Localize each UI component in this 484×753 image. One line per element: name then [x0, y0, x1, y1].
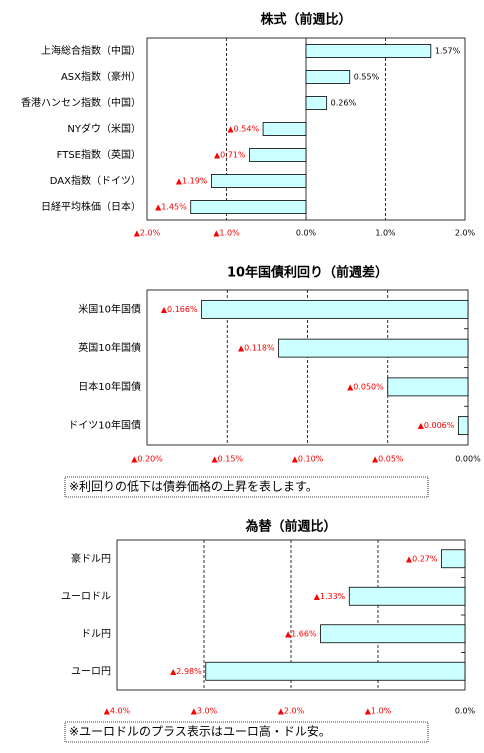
value-label: 0.26%: [331, 99, 357, 108]
bar: [205, 661, 466, 681]
value-label: ▲0.27%: [406, 554, 438, 563]
bar: [305, 70, 351, 84]
bar: [210, 174, 307, 188]
value-label: ▲1.33%: [314, 592, 346, 601]
x-tick-label: ▲1.0%: [365, 707, 392, 716]
category-label: ユーロドル: [61, 591, 111, 602]
note: ※ユーロドルのプラス表示はユーロ高・ドル安。: [69, 724, 331, 739]
x-tick-label: ▲3.0%: [191, 707, 218, 716]
category-label: ドル円: [81, 629, 111, 640]
value-label: ▲0.166%: [161, 305, 198, 314]
bar: [278, 338, 469, 358]
category-label: ユーロ円: [71, 666, 111, 677]
x-tick-label: ▲0.05%: [372, 455, 404, 464]
x-tick-label: ▲0.15%: [211, 455, 243, 464]
bar: [387, 377, 469, 397]
x-tick-label: 0.0%: [455, 707, 476, 716]
x-tick-label: 0.0%: [296, 229, 317, 238]
value-label: ▲2.98%: [170, 667, 202, 676]
value-label: ▲0.54%: [227, 125, 259, 134]
value-label: ▲1.19%: [176, 177, 208, 186]
bar: [190, 200, 307, 214]
value-label: ▲0.050%: [347, 382, 384, 391]
note-box: [64, 476, 429, 498]
bar: [441, 549, 466, 569]
bar: [305, 96, 328, 110]
note-box: [64, 721, 429, 743]
x-tick-label: 1.0%: [375, 229, 396, 238]
bar: [457, 416, 469, 436]
category-label: DAX指数（ドイツ）: [50, 174, 141, 187]
category-label: FTSE指数（英国）: [57, 148, 141, 161]
value-label: ▲1.45%: [155, 203, 187, 212]
value-label: ▲0.71%: [214, 151, 246, 160]
chart-title: 10年国債利回り（前週差）: [227, 265, 388, 281]
category-label: 日経平均株価（日本）: [41, 200, 141, 213]
x-tick-label: ▲1.0%: [213, 229, 240, 238]
category-label: 豪ドル円: [71, 552, 111, 565]
x-tick-label: 0.00%: [455, 455, 481, 464]
x-tick-label: 2.0%: [455, 229, 476, 238]
x-tick-label: ▲2.0%: [134, 229, 161, 238]
category-label: 米国10年国債: [78, 302, 141, 315]
value-label: 0.55%: [354, 73, 380, 82]
value-label: ▲1.66%: [285, 629, 317, 638]
bar: [262, 122, 307, 136]
x-tick-label: ▲0.10%: [292, 455, 324, 464]
value-label: ▲0.118%: [238, 344, 275, 353]
category-label: 香港ハンセン指数（中国）: [21, 96, 141, 109]
chart-title: 為替（前週比）: [245, 519, 336, 535]
chart-title: 株式（前週比）: [260, 12, 351, 28]
bar: [201, 299, 469, 319]
bar: [249, 148, 307, 162]
value-label: 1.57%: [435, 47, 461, 56]
bar: [305, 44, 432, 58]
category-label: ドイツ10年国債: [68, 419, 141, 432]
x-tick-label: ▲0.20%: [131, 455, 163, 464]
category-label: 日本10年国債: [78, 380, 141, 393]
bar: [348, 586, 466, 606]
category-label: 英国10年国債: [78, 341, 141, 354]
category-label: NYダウ（米国）: [67, 122, 141, 135]
category-label: 上海総合指数（中国）: [41, 44, 141, 57]
x-tick-label: ▲4.0%: [104, 707, 131, 716]
category-label: ASX指数（豪州）: [61, 70, 141, 83]
value-label: ▲0.006%: [418, 421, 455, 430]
bar: [320, 624, 466, 644]
note: ※利回りの低下は債券価格の上昇を表します。: [69, 479, 318, 494]
x-tick-label: ▲2.0%: [278, 707, 305, 716]
